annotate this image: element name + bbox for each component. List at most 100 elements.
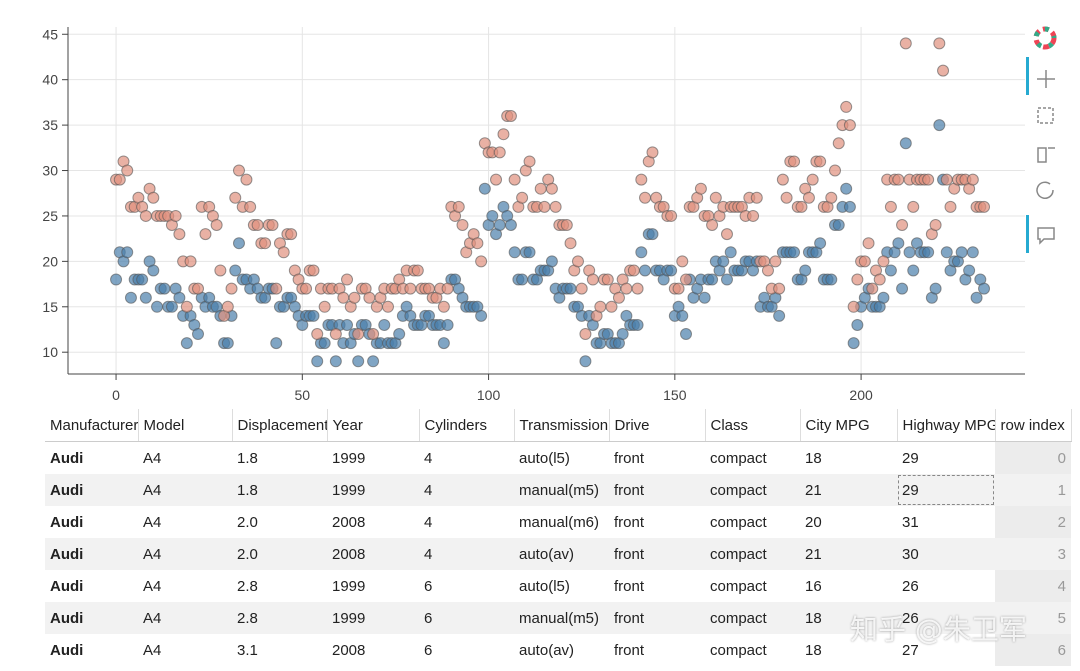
table-cell[interactable]: 5 <box>995 602 1071 634</box>
table-cell[interactable]: front <box>614 641 645 659</box>
table-cell[interactable]: Audi <box>50 641 84 659</box>
table-cell[interactable]: Audi <box>45 538 138 570</box>
table-cell[interactable]: compact <box>710 449 767 467</box>
table-cell[interactable]: 20 <box>805 513 822 531</box>
table-cell[interactable]: Audi <box>50 577 84 595</box>
table-cell[interactable]: Audi <box>45 474 138 506</box>
data-table[interactable]: Manufacturer Model Displacement Year Cylinde… <box>45 409 1072 666</box>
table-row[interactable]: Audi A4 2.0 2008 4 manual(m6) front compact 20 31… <box>45 506 1071 538</box>
table-cell[interactable]: front <box>614 577 645 595</box>
column-header[interactable]: Cylinders <box>419 409 515 442</box>
table-cell[interactable]: compact <box>710 641 767 659</box>
table-cell[interactable]: 2 <box>995 506 1071 538</box>
table-cell[interactable]: 2.0 <box>237 513 258 531</box>
column-header[interactable]: Drive <box>609 409 706 442</box>
table-cell[interactable]: 1 <box>995 474 1071 506</box>
table-cell[interactable]: compact <box>705 602 800 634</box>
table-cell[interactable]: front <box>614 513 645 531</box>
table-cell[interactable]: 26 <box>897 602 995 634</box>
table-cell[interactable]: 16 <box>805 577 822 595</box>
table-cell[interactable]: auto(l5) <box>519 577 570 595</box>
table-cell[interactable]: 3 <box>995 538 1071 570</box>
table-cell[interactable]: 1999 <box>332 577 366 595</box>
table-cell[interactable]: compact <box>705 538 800 570</box>
table-cell[interactable]: 6 <box>995 634 1071 666</box>
table-row[interactable]: Audi A4 1.8 1999 4 manual(m5) front compact 21 29… <box>45 474 1071 506</box>
table-cell[interactable]: Audi <box>45 602 138 634</box>
table-cell[interactable]: 1.8 <box>232 474 327 506</box>
column-header[interactable]: Model <box>138 409 233 442</box>
table-cell[interactable]: 4 <box>419 474 514 506</box>
pan-tool[interactable] <box>1037 70 1055 88</box>
table-cell[interactable]: 4 <box>424 513 433 531</box>
table-cell[interactable]: 18 <box>805 449 822 467</box>
table-cell[interactable]: 2008 <box>332 513 366 531</box>
table-row[interactable]: Audi A4 2.8 1999 6 auto(l5) front compact 16 26 4 <box>45 570 1071 602</box>
table-cell[interactable]: A4 <box>138 474 232 506</box>
table-cell[interactable]: auto(l5) <box>519 449 570 467</box>
table-row[interactable]: Audi A4 2.0 2008 4 auto(av) front compact 21 30 3 <box>45 538 1071 570</box>
table-cell[interactable]: 1999 <box>327 474 419 506</box>
table-cell[interactable]: compact <box>705 474 800 506</box>
table-cell[interactable]: A4 <box>143 513 162 531</box>
table-cell[interactable]: 1999 <box>327 602 419 634</box>
table-cell[interactable]: 21 <box>800 474 897 506</box>
column-header[interactable]: Highway MPG <box>897 409 996 442</box>
table-cell[interactable]: 29 <box>902 449 919 467</box>
table-cell[interactable]: front <box>609 474 705 506</box>
table-cell[interactable]: 6 <box>424 641 433 659</box>
column-header[interactable]: Displacement <box>232 409 328 442</box>
table-cell[interactable]: 6 <box>424 577 433 595</box>
table-cell[interactable]: auto(av) <box>519 641 575 659</box>
table-cell[interactable]: 4 <box>995 570 1071 602</box>
table-cell[interactable]: front <box>609 602 705 634</box>
hover-tool[interactable] <box>1037 227 1055 245</box>
table-cell[interactable]: 1999 <box>332 449 366 467</box>
table-cell[interactable]: 2.8 <box>232 602 327 634</box>
table-cell[interactable]: manual(m6) <box>519 513 600 531</box>
column-header[interactable]: row index <box>995 409 1072 442</box>
table-cell[interactable]: A4 <box>143 449 162 467</box>
table-cell[interactable]: front <box>614 449 645 467</box>
table-cell[interactable]: 30 <box>897 538 995 570</box>
table-cell[interactable]: 2008 <box>332 641 366 659</box>
table-cell[interactable]: 31 <box>902 513 919 531</box>
table-cell[interactable]: A4 <box>138 538 232 570</box>
table-cell[interactable]: 26 <box>902 577 919 595</box>
wheel-zoom-tool[interactable] <box>1037 147 1055 163</box>
table-cell[interactable]: 6 <box>419 602 514 634</box>
table-cell[interactable]: 2.8 <box>237 577 258 595</box>
column-header[interactable]: Class <box>705 409 801 442</box>
table-cell[interactable]: compact <box>710 513 767 531</box>
table-cell[interactable]: 18 <box>805 641 822 659</box>
table-row[interactable]: Audi A4 2.8 1999 6 manual(m5) front compact 18 26… <box>45 602 1071 634</box>
table-cell[interactable]: A4 <box>138 602 232 634</box>
table-cell[interactable]: Audi <box>50 449 84 467</box>
table-row[interactable]: Audi A4 3.1 2008 6 auto(av) front compact 18 27 6 <box>45 634 1071 666</box>
table-cell[interactable]: Audi <box>50 513 84 531</box>
column-header[interactable]: City MPG <box>800 409 898 442</box>
table-cell[interactable]: manual(m5) <box>514 474 609 506</box>
table-cell[interactable]: front <box>609 538 705 570</box>
table-cell[interactable]: 21 <box>800 538 897 570</box>
box-zoom-tool[interactable] <box>1037 107 1054 124</box>
table-cell[interactable]: A4 <box>143 577 162 595</box>
column-header[interactable]: Manufacturer <box>45 409 139 442</box>
column-header[interactable]: Transmission <box>514 409 610 442</box>
table-cell[interactable]: auto(av) <box>514 538 609 570</box>
table-cell[interactable]: 2.0 <box>232 538 327 570</box>
table-cell[interactable]: 4 <box>419 538 514 570</box>
column-header[interactable]: Year <box>327 409 420 442</box>
table-cell[interactable]: 18 <box>800 602 897 634</box>
table-cell[interactable]: 27 <box>902 641 919 659</box>
table-cell[interactable]: compact <box>710 577 767 595</box>
table-cell[interactable]: 1.8 <box>237 449 258 467</box>
table-row[interactable]: Audi A4 1.8 1999 4 auto(l5) front compact 18 29 0 <box>45 441 1071 474</box>
table-cell[interactable]: A4 <box>143 641 162 659</box>
bokeh-logo[interactable] <box>1033 26 1057 50</box>
table-cell[interactable]: 4 <box>424 449 433 467</box>
table-cell[interactable]: manual(m5) <box>514 602 609 634</box>
table-cell[interactable]: 29 <box>897 474 995 506</box>
reset-tool[interactable] <box>1036 181 1054 199</box>
table-cell[interactable]: 2008 <box>327 538 419 570</box>
